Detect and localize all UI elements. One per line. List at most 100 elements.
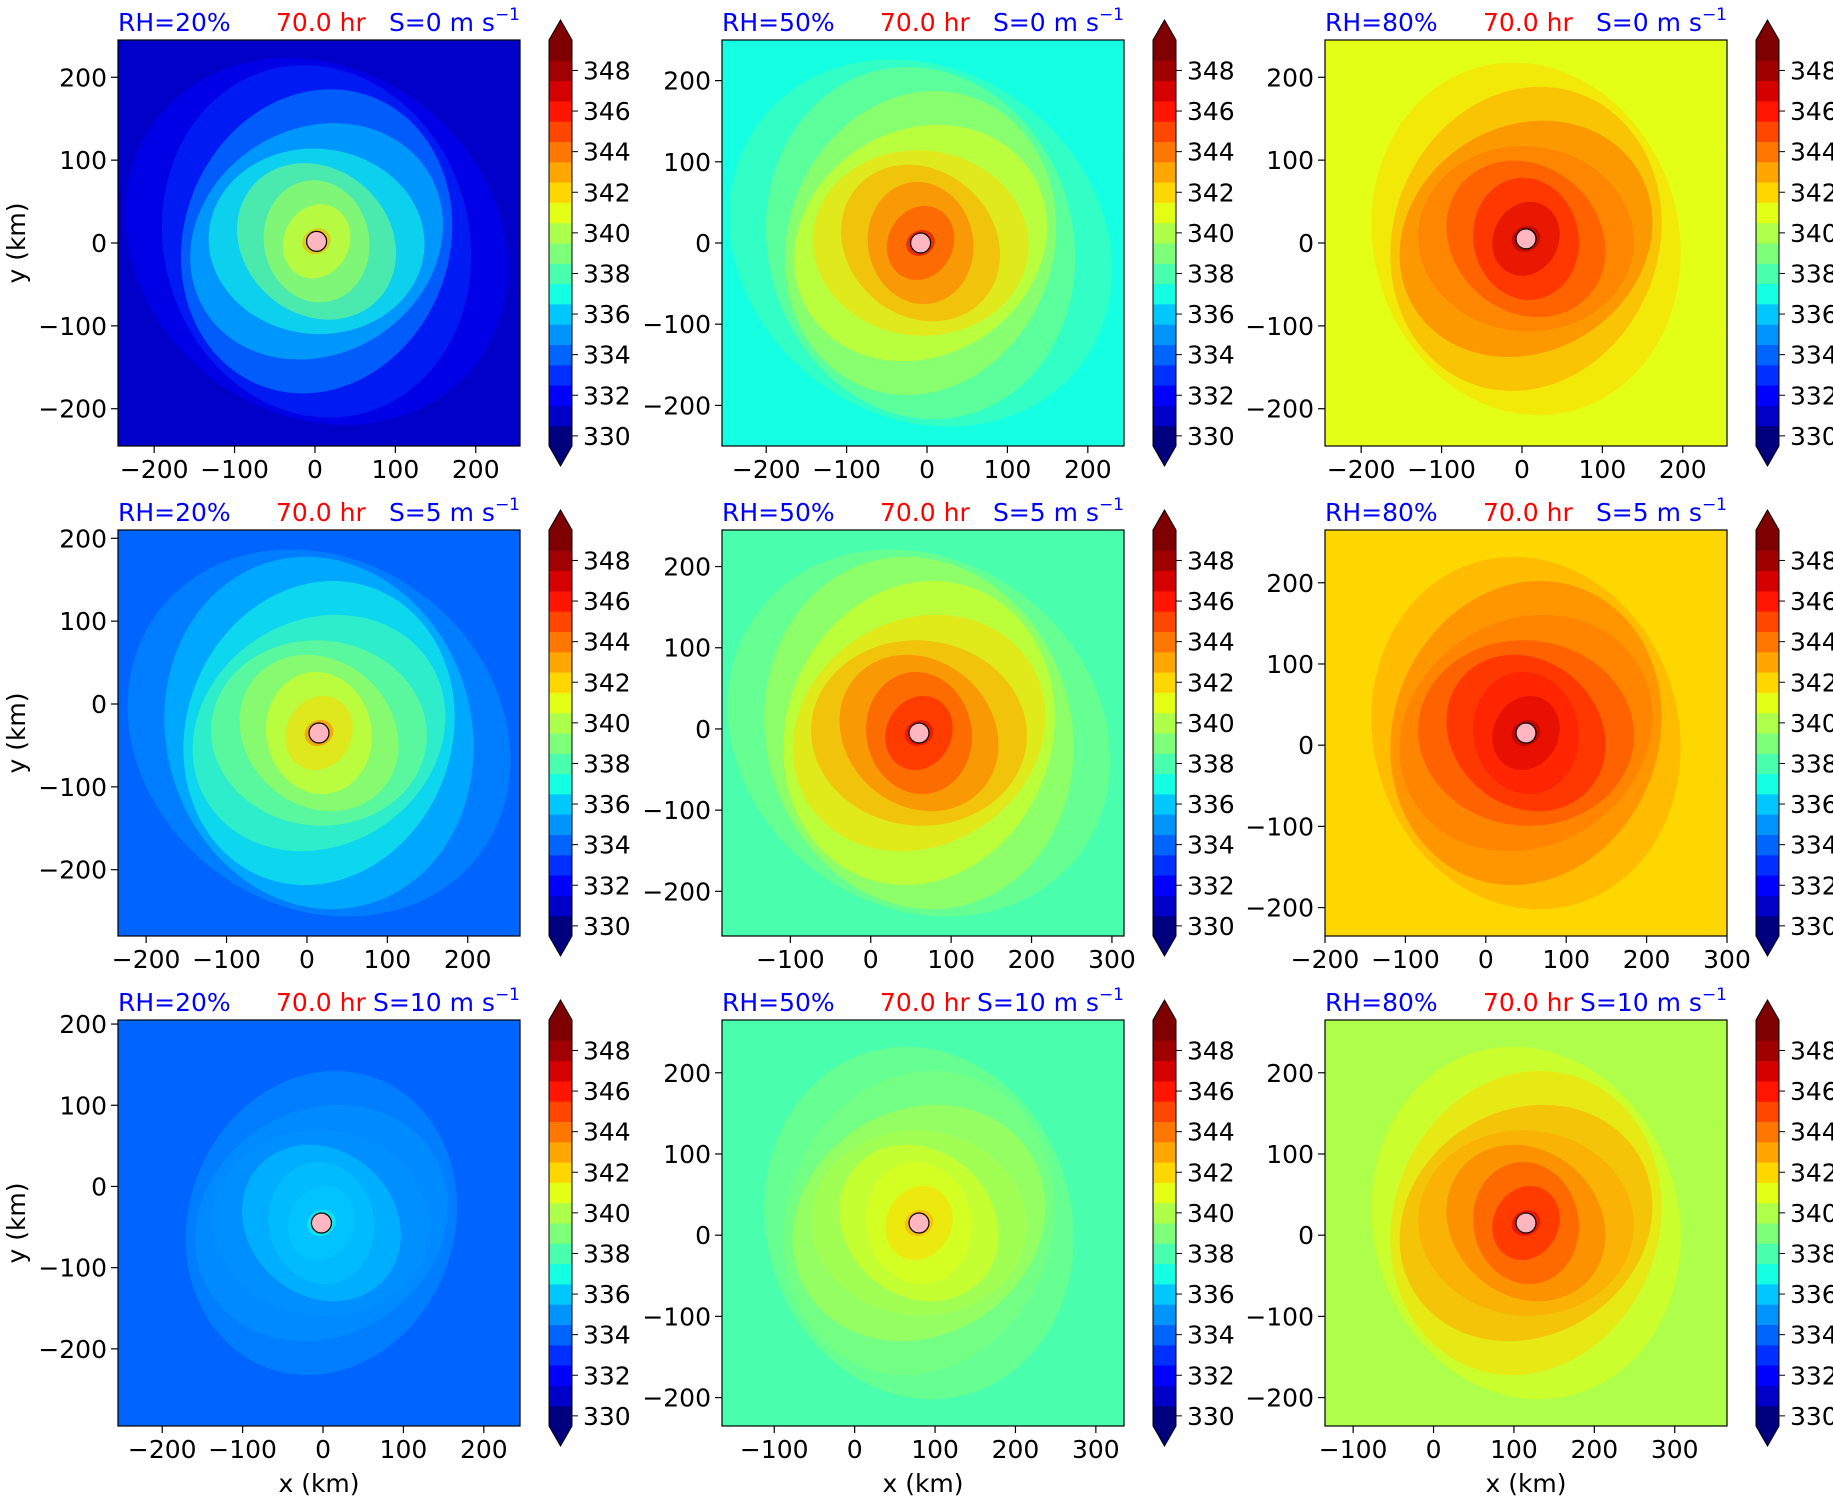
colorbar-swatch xyxy=(1153,1385,1176,1407)
colorbar-swatch xyxy=(1153,161,1176,183)
x-tick-label: 200 xyxy=(1659,455,1707,484)
shear-label-text: S=5 m s xyxy=(389,498,495,527)
y-tick-label: 100 xyxy=(59,1091,107,1120)
colorbar-swatch xyxy=(1153,590,1176,612)
colorbar-tick-label: 344 xyxy=(1790,1118,1833,1147)
colorbar-swatch xyxy=(1153,1040,1176,1062)
shear-label: S=10 m s−1 xyxy=(1580,985,1727,1017)
colorbar-swatch xyxy=(1153,753,1176,775)
shear-label-exponent: −1 xyxy=(495,5,520,25)
colorbar-swatch xyxy=(1756,611,1779,632)
colorbar-tick-label: 330 xyxy=(1187,422,1235,451)
colorbar-swatch xyxy=(1756,753,1779,775)
colorbar-tick-label: 332 xyxy=(583,871,631,900)
colorbar-swatch xyxy=(1153,303,1176,325)
colorbar-swatch xyxy=(1153,773,1176,795)
colorbar-swatch xyxy=(549,324,572,345)
y-tick-label: 200 xyxy=(663,1059,711,1088)
colorbar-swatch xyxy=(549,895,572,917)
colorbar-swatch xyxy=(1153,530,1176,551)
y-tick-label: −100 xyxy=(1245,312,1314,341)
colorbar-outline xyxy=(1755,998,1780,1448)
rh-label: RH=50% xyxy=(722,988,835,1017)
colorbar-extend-min xyxy=(549,936,572,956)
colorbar-tick-label: 344 xyxy=(1790,138,1833,167)
colorbar-tick-label: 342 xyxy=(1187,1158,1235,1187)
colorbar-tick-label: 338 xyxy=(1187,259,1235,288)
colorbar-swatch xyxy=(549,692,572,714)
y-axis-label: y (km) xyxy=(2,692,31,773)
colorbar-tick-label: 346 xyxy=(583,1077,631,1106)
colorbar-swatch xyxy=(549,1020,572,1041)
y-tick-label: 100 xyxy=(663,148,711,177)
x-tick-label: 0 xyxy=(307,455,323,484)
x-tick-label: 200 xyxy=(1623,945,1671,974)
colorbar-swatch xyxy=(1153,814,1176,835)
time-label: 70.0 hr xyxy=(276,988,366,1017)
x-tick-label: 300 xyxy=(1088,945,1136,974)
colorbar-tick-label: 344 xyxy=(1187,138,1235,167)
colorbar-swatch xyxy=(1756,1141,1779,1163)
colorbar-tick-label: 348 xyxy=(1187,1036,1235,1065)
colorbar-extend-min xyxy=(1756,1426,1779,1446)
colorbar-tick-label: 346 xyxy=(1790,97,1833,126)
axes-frame xyxy=(1324,529,1728,937)
colorbar-swatch xyxy=(1153,364,1176,386)
x-tick-label: 100 xyxy=(363,945,411,974)
colorbar-swatch xyxy=(1153,1141,1176,1163)
colorbar-tick-label: 334 xyxy=(583,831,631,860)
colorbar-swatch xyxy=(1153,570,1176,592)
axes-frame xyxy=(1324,1019,1728,1427)
colorbar-tick-label: 334 xyxy=(583,341,631,370)
colorbar-tick-label: 338 xyxy=(583,259,631,288)
colorbar-outline xyxy=(548,998,573,1448)
colorbar-swatch xyxy=(549,570,572,592)
colorbar-tick-label: 340 xyxy=(1790,219,1833,248)
storm-center-marker xyxy=(1515,228,1537,250)
shear-label: S=5 m s−1 xyxy=(1596,495,1727,527)
colorbar-swatch xyxy=(549,303,572,325)
y-tick-label: 0 xyxy=(91,1172,107,1201)
colorbar-extend-max xyxy=(1756,510,1779,530)
colorbar-swatch xyxy=(1153,60,1176,82)
x-tick-label: 200 xyxy=(1570,1435,1618,1464)
y-tick-label: 100 xyxy=(1266,146,1314,175)
colorbar-tick-label: 342 xyxy=(1790,178,1833,207)
colorbar-swatch xyxy=(549,550,572,572)
colorbar-swatch xyxy=(1153,1365,1176,1386)
colorbar-swatch xyxy=(549,1304,572,1325)
colorbar-swatch xyxy=(1756,1324,1779,1346)
colorbar-tick-label: 330 xyxy=(1187,1402,1235,1431)
colorbar-tick-label: 348 xyxy=(583,1036,631,1065)
shear-label-exponent: −1 xyxy=(1702,5,1727,25)
colorbar-outline xyxy=(1755,508,1780,958)
x-tick-label: 100 xyxy=(927,945,975,974)
x-tick-label: 200 xyxy=(992,1435,1040,1464)
colorbar-extend-max xyxy=(549,510,572,530)
colorbar-swatch xyxy=(1153,1080,1176,1102)
colorbar-swatch xyxy=(1756,1365,1779,1386)
x-tick-label: 200 xyxy=(444,945,492,974)
colorbar-tick-label: 330 xyxy=(583,422,631,451)
colorbar-swatch xyxy=(1756,692,1779,714)
colorbar-swatch xyxy=(549,733,572,754)
colorbar-swatch xyxy=(1153,40,1176,61)
x-tick-label: 0 xyxy=(863,945,879,974)
colorbar: 330 332 334 336 338 340 342 344 346 348 xyxy=(1152,998,1235,1448)
colorbar-swatch xyxy=(1756,530,1779,551)
colorbar-tick-label: 344 xyxy=(1790,628,1833,657)
y-tick-label: −100 xyxy=(38,1254,107,1283)
colorbar-swatch xyxy=(549,854,572,876)
time-label: 70.0 hr xyxy=(880,498,970,527)
y-tick-label: −100 xyxy=(642,796,711,825)
colorbar-swatch xyxy=(549,672,572,693)
panel-1-2: −200 −100 0 100 200 −200 −100 0 100 200 RH=50% 70.0… xyxy=(642,5,1235,484)
colorbar-swatch xyxy=(1756,712,1779,734)
colorbar-swatch xyxy=(549,121,572,142)
y-tick-label: 0 xyxy=(1298,229,1314,258)
colorbar-swatch xyxy=(549,385,572,406)
colorbar-swatch xyxy=(1153,263,1176,285)
colorbar-tick-label: 340 xyxy=(1187,219,1235,248)
panel-1-3: −200 −100 0 100 200 −200 −100 0 100 200 RH=80% 70.0… xyxy=(1245,5,1833,484)
